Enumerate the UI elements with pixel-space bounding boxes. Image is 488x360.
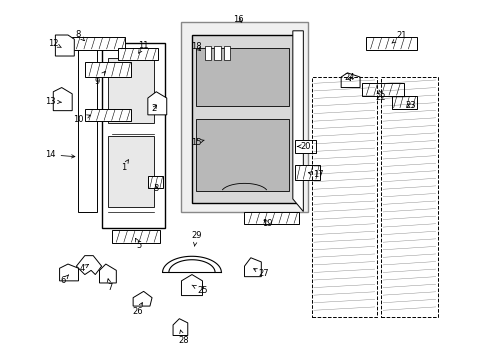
Text: 9: 9 [95,71,105,86]
Text: 24: 24 [344,73,354,82]
Text: 4: 4 [80,264,88,273]
Bar [380,77,437,316]
Polygon shape [118,48,158,60]
Text: 21: 21 [391,31,407,43]
Text: 16: 16 [232,14,243,23]
Polygon shape [192,35,296,203]
Polygon shape [84,109,131,121]
Polygon shape [294,165,320,180]
Polygon shape [362,83,404,96]
Text: 25: 25 [192,285,207,295]
Text: 17: 17 [308,170,323,179]
Text: 13: 13 [45,97,61,106]
Bar [108,136,154,207]
Bar [311,77,376,316]
Polygon shape [366,37,416,50]
Bar [196,48,288,107]
Text: 8: 8 [76,30,84,41]
Polygon shape [181,275,202,296]
Polygon shape [244,258,261,277]
Text: 5: 5 [135,238,142,251]
Polygon shape [53,87,72,111]
Text: 15: 15 [190,138,204,147]
Text: 29: 29 [190,231,201,246]
Polygon shape [112,230,160,243]
Polygon shape [72,37,124,50]
Text: 28: 28 [178,330,188,346]
Polygon shape [147,92,166,115]
Text: 23: 23 [405,101,415,110]
Polygon shape [79,44,97,212]
Polygon shape [224,45,230,60]
Text: 12: 12 [48,39,61,48]
Text: 19: 19 [262,219,272,228]
Polygon shape [84,62,131,77]
Polygon shape [244,212,299,224]
Text: 22: 22 [375,90,386,102]
Polygon shape [102,44,164,228]
Text: 6: 6 [60,275,68,285]
Text: 18: 18 [190,42,201,51]
Bar [108,58,154,123]
Polygon shape [294,140,315,153]
FancyBboxPatch shape [181,22,307,212]
Text: 3: 3 [153,184,159,193]
Polygon shape [173,319,187,336]
Polygon shape [60,264,79,281]
Polygon shape [76,256,102,275]
Text: 14: 14 [45,150,75,159]
Text: 11: 11 [138,41,148,53]
Polygon shape [133,291,152,306]
Polygon shape [99,264,116,283]
Polygon shape [391,96,416,109]
Text: 1: 1 [121,160,128,172]
Polygon shape [214,45,220,60]
Polygon shape [292,31,303,212]
Text: 2: 2 [151,104,157,113]
Text: 20: 20 [297,142,310,151]
Bar [196,119,288,190]
Text: 27: 27 [253,269,268,278]
Text: 10: 10 [73,115,90,125]
Polygon shape [204,45,210,60]
Text: 7: 7 [107,279,112,292]
Text: 26: 26 [132,303,142,316]
Polygon shape [147,176,162,188]
Polygon shape [341,73,359,87]
Polygon shape [55,35,74,56]
